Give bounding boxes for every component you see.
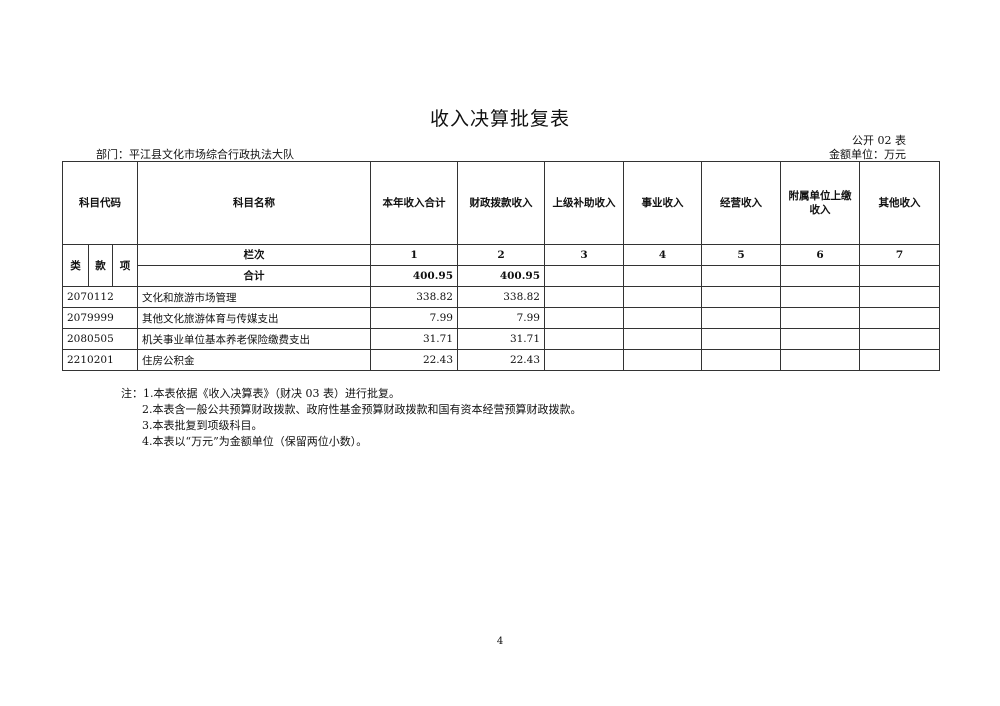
- lanci-num: 4: [623, 244, 702, 266]
- row-code: 2210201: [62, 349, 138, 371]
- row-value: [859, 349, 940, 371]
- row-value: 22.43: [457, 349, 545, 371]
- row-name: 住房公积金: [137, 349, 371, 371]
- header-col: 附属单位上缴收入: [780, 161, 860, 245]
- lanci-num: 7: [859, 244, 940, 266]
- page-number: 4: [496, 636, 504, 647]
- header-col: 财政拨款收入: [457, 161, 545, 245]
- unit-label: 金额单位：万元: [829, 148, 906, 161]
- lanci-num: 3: [544, 244, 624, 266]
- row-value: [623, 349, 702, 371]
- total-value: [544, 265, 624, 287]
- total-value: [623, 265, 702, 287]
- header-col: 本年收入合计: [370, 161, 458, 245]
- table-row: 2080505 机关事业单位基本养老保险缴费支出 31.71 31.71: [62, 328, 940, 350]
- note-item: 1.本表依据《收入决算表》（财决 03 表）进行批复。: [143, 387, 400, 400]
- row-value: [623, 286, 702, 308]
- row-name: 文化和旅游市场管理: [137, 286, 371, 308]
- row-value: 31.71: [370, 328, 458, 350]
- table-row: 2079999 其他文化旅游体育与传媒支出 7.99 7.99: [62, 307, 940, 329]
- row-value: 7.99: [370, 307, 458, 329]
- notes-prefix: 注：: [121, 387, 143, 400]
- row-value: [701, 307, 781, 329]
- row-code: 2080505: [62, 328, 138, 350]
- row-code: 2070112: [62, 286, 138, 308]
- row-value: [780, 349, 860, 371]
- row-code: 2079999: [62, 307, 138, 329]
- total-value: 400.95: [457, 265, 545, 287]
- lanci-row: 类 款 项 栏次 1 2 3 4 5 6 7: [62, 244, 940, 287]
- row-value: 7.99: [457, 307, 545, 329]
- row-value: [859, 307, 940, 329]
- header-xiang: 项: [112, 244, 138, 287]
- total-value: [701, 265, 781, 287]
- row-value: [544, 328, 624, 350]
- income-table: 科目代码 科目名称 本年收入合计 财政拨款收入 上级补助收入 事业收入 经营收入…: [62, 161, 940, 371]
- row-value: 338.82: [457, 286, 545, 308]
- row-value: [701, 286, 781, 308]
- notes: 注：1.本表依据《收入决算表》（财决 03 表）进行批复。 2.本表含一般公共预…: [121, 386, 582, 450]
- row-value: [780, 328, 860, 350]
- lanci-num: 2: [457, 244, 545, 266]
- lanci-label: 栏次: [137, 244, 371, 266]
- row-value: [623, 307, 702, 329]
- header-col: 事业收入: [623, 161, 702, 245]
- row-value: [701, 328, 781, 350]
- total-row: 合计 400.95 400.95: [63, 265, 940, 287]
- lanci-num: 5: [701, 244, 781, 266]
- header-col: 上级补助收入: [544, 161, 624, 245]
- row-value: [780, 307, 860, 329]
- row-value: [544, 307, 624, 329]
- note-item: 4.本表以“万元”为金额单位（保留两位小数）。: [142, 435, 368, 448]
- header-name: 科目名称: [137, 161, 371, 245]
- note-item: 3.本表批复到项级科目。: [142, 419, 263, 432]
- row-value: 338.82: [370, 286, 458, 308]
- row-value: [544, 286, 624, 308]
- row-name: 机关事业单位基本养老保险缴费支出: [137, 328, 371, 350]
- row-value: 22.43: [370, 349, 458, 371]
- total-value: 400.95: [370, 265, 458, 287]
- form-number: 公开 02 表: [852, 134, 906, 147]
- lanci-num: 6: [780, 244, 860, 266]
- row-name: 其他文化旅游体育与传媒支出: [137, 307, 371, 329]
- header-lei: 类: [62, 244, 89, 287]
- department-label: 部门：平江县文化市场综合行政执法大队: [96, 148, 294, 161]
- row-value: [859, 286, 940, 308]
- table-row: 2070112 文化和旅游市场管理 338.82 338.82: [62, 286, 940, 308]
- header-code: 科目代码: [62, 161, 138, 245]
- header-kuan: 款: [88, 244, 113, 287]
- row-value: [623, 328, 702, 350]
- note-item: 2.本表含一般公共预算财政拨款、政府性基金预算财政拨款和国有资本经营预算财政拨款…: [142, 403, 582, 416]
- lanci-num: 1: [370, 244, 458, 266]
- page-title: 收入决算批复表: [429, 108, 570, 130]
- row-value: [701, 349, 781, 371]
- total-value: [859, 265, 940, 287]
- header-row: 科目代码 科目名称 本年收入合计 财政拨款收入 上级补助收入 事业收入 经营收入…: [62, 161, 940, 245]
- total-label: 合计: [137, 265, 371, 287]
- table-row: 2210201 住房公积金 22.43 22.43: [62, 349, 940, 371]
- row-value: [780, 286, 860, 308]
- total-value: [780, 265, 860, 287]
- row-value: 31.71: [457, 328, 545, 350]
- row-value: [859, 328, 940, 350]
- header-col: 其他收入: [859, 161, 940, 245]
- row-value: [544, 349, 624, 371]
- header-col: 经营收入: [701, 161, 781, 245]
